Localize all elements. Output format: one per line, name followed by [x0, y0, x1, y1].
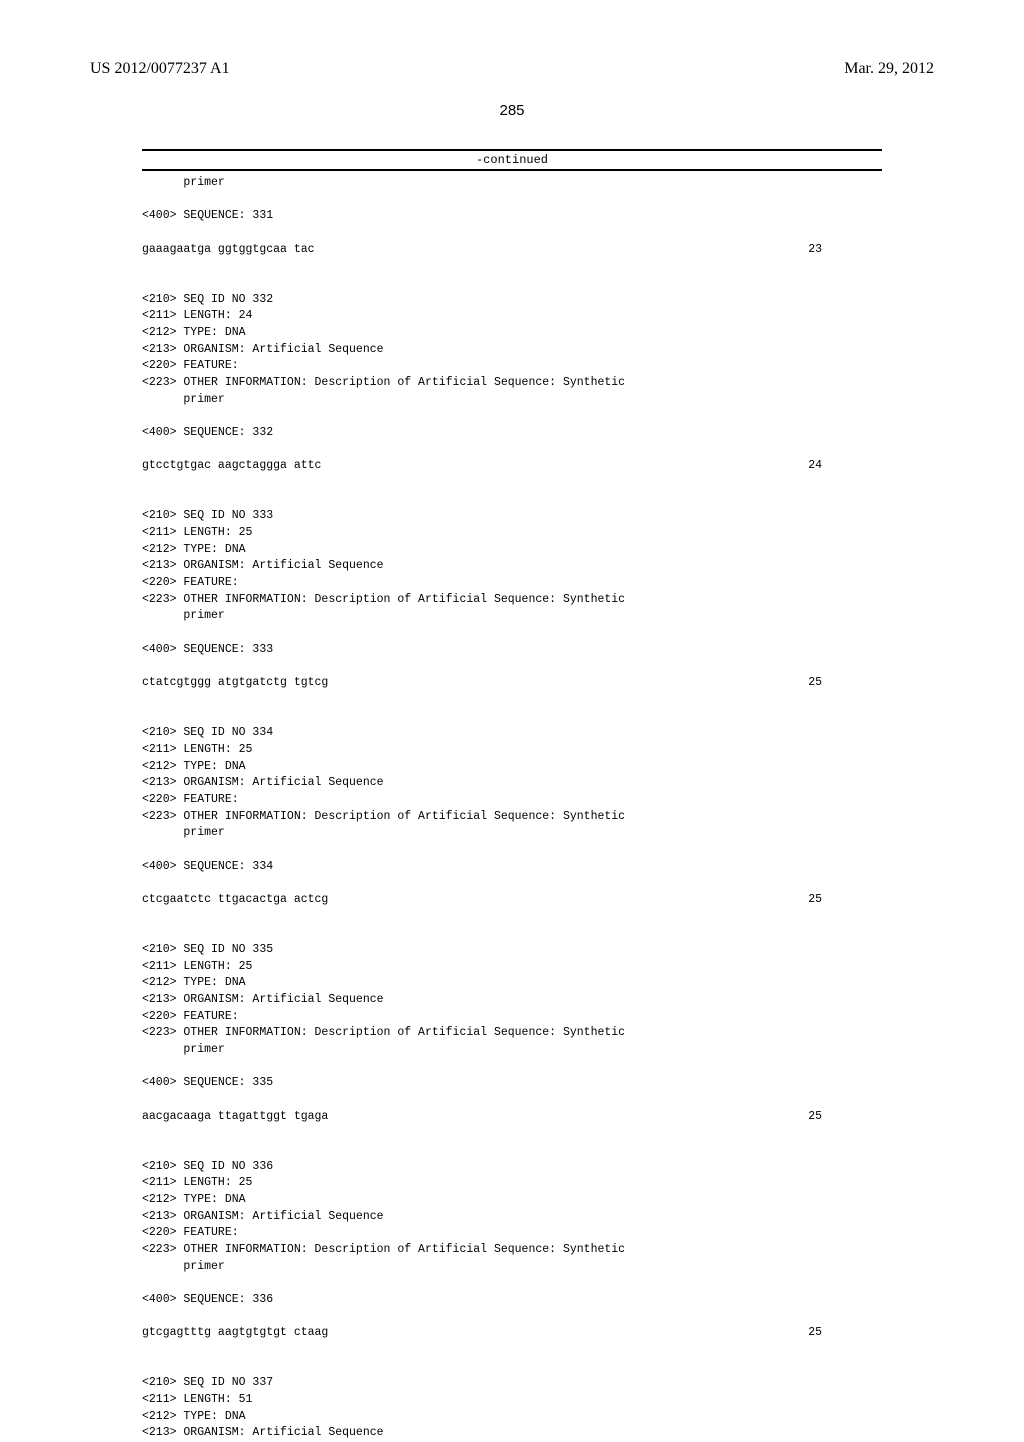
sequence-line: ctcgaatctc ttgacactga actcg25	[142, 892, 882, 909]
spacer	[142, 442, 882, 459]
spacer	[142, 1309, 882, 1326]
spacer	[142, 875, 882, 892]
spacer	[142, 258, 882, 291]
sequence-length: 25	[328, 675, 882, 692]
continued-label: -continued	[142, 151, 882, 169]
sequence-text: aacgacaaga ttagattggt tgaga	[142, 1109, 328, 1126]
sequence-metadata: <210> SEQ ID NO 334 <211> LENGTH: 25 <21…	[142, 725, 882, 875]
sequence-line: gaaagaatga ggtggtgcaa tac23	[142, 242, 882, 259]
sequence-length: 24	[321, 458, 882, 475]
spacer	[142, 1342, 882, 1375]
publication-date: Mar. 29, 2012	[844, 60, 934, 78]
sequence-line: ctatcgtggg atgtgatctg tgtcg25	[142, 675, 882, 692]
publication-number: US 2012/0077237 A1	[90, 60, 230, 78]
spacer	[142, 909, 882, 942]
sequence-length: 25	[328, 892, 882, 909]
sequence-length: 25	[328, 1325, 882, 1342]
sequence-text: gaaagaatga ggtggtgcaa tac	[142, 242, 315, 259]
continued-rule: -continued	[142, 149, 882, 171]
sequence-metadata: <210> SEQ ID NO 337 <211> LENGTH: 51 <21…	[142, 1375, 882, 1442]
spacer	[142, 692, 882, 725]
sequence-listing: primer <400> SEQUENCE: 331 gaaagaatga gg…	[142, 175, 882, 1442]
sequence-line: aacgacaaga ttagattggt tgaga25	[142, 1109, 882, 1126]
sequence-metadata: primer <400> SEQUENCE: 331	[142, 175, 882, 225]
spacer	[142, 1092, 882, 1109]
sequence-metadata: <210> SEQ ID NO 332 <211> LENGTH: 24 <21…	[142, 292, 882, 442]
spacer	[142, 658, 882, 675]
spacer	[142, 1125, 882, 1158]
page: US 2012/0077237 A1 Mar. 29, 2012 285 -co…	[0, 0, 1024, 1320]
sequence-metadata: <210> SEQ ID NO 333 <211> LENGTH: 25 <21…	[142, 508, 882, 658]
sequence-length: 25	[328, 1109, 882, 1126]
sequence-line: gtcctgtgac aagctaggga attc24	[142, 458, 882, 475]
spacer	[142, 225, 882, 242]
sequence-text: gtcctgtgac aagctaggga attc	[142, 458, 321, 475]
sequence-metadata: <210> SEQ ID NO 336 <211> LENGTH: 25 <21…	[142, 1159, 882, 1309]
page-number: 285	[90, 102, 934, 119]
spacer	[142, 475, 882, 508]
sequence-metadata: <210> SEQ ID NO 335 <211> LENGTH: 25 <21…	[142, 942, 882, 1092]
sequence-text: ctatcgtggg atgtgatctg tgtcg	[142, 675, 328, 692]
sequence-text: ctcgaatctc ttgacactga actcg	[142, 892, 328, 909]
page-header: US 2012/0077237 A1 Mar. 29, 2012	[90, 60, 934, 78]
sequence-length: 23	[315, 242, 882, 259]
sequence-text: gtcgagtttg aagtgtgtgt ctaag	[142, 1325, 328, 1342]
sequence-line: gtcgagtttg aagtgtgtgt ctaag25	[142, 1325, 882, 1342]
